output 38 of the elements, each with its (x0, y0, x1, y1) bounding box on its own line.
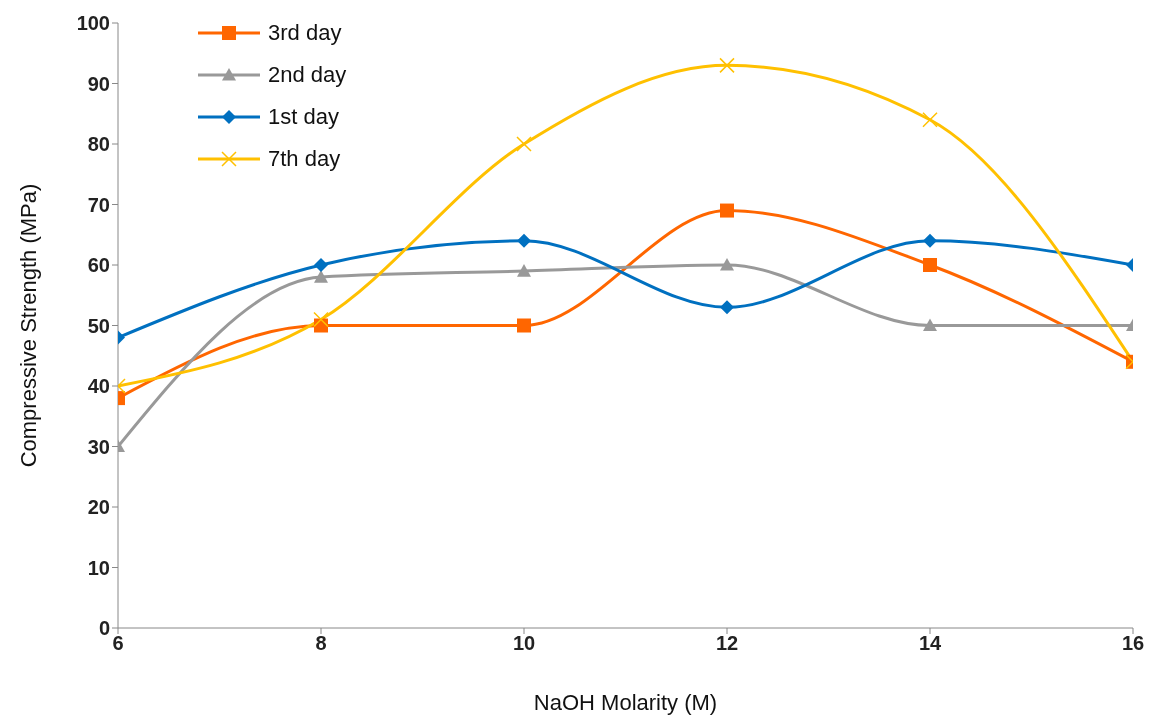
y-tick-label: 0 (98, 617, 110, 640)
x-tick-label: 14 (918, 632, 942, 655)
x-axis-title: NaOH Molarity (M) (533, 690, 718, 715)
y-tick-label: 90 (87, 72, 110, 95)
y-tick-label: 40 (87, 375, 110, 398)
point (313, 311, 329, 328)
point (923, 318, 937, 332)
point (719, 57, 735, 74)
point (720, 203, 734, 218)
point (923, 258, 937, 272)
point (720, 300, 734, 315)
point (923, 233, 937, 248)
x-tick-label: 10 (512, 632, 536, 655)
y-tick-label: 60 (87, 254, 110, 277)
y-tick-label: 50 (87, 314, 110, 337)
point (314, 270, 328, 283)
legend-label: 7th day (268, 146, 341, 172)
x-tick-label: 16 (1121, 632, 1145, 655)
y-tick-label: 100 (76, 12, 110, 35)
x-tick-label: 6 (112, 632, 124, 655)
y-axis-title: Compressive Strength (MPa) (15, 183, 41, 468)
point (517, 233, 531, 248)
point (517, 264, 531, 277)
legend-label: 1st day (268, 104, 339, 130)
point (720, 258, 734, 271)
y-tick-label: 80 (87, 133, 110, 156)
point (516, 136, 532, 152)
legend-label: 2nd day (268, 62, 347, 88)
y-tick-label: 20 (87, 496, 110, 519)
point (922, 112, 938, 128)
y-tick-label: 10 (87, 556, 110, 579)
x-tick-label: 12 (715, 632, 739, 655)
x-tick-label: 8 (315, 632, 327, 655)
y-tick-label: 70 (87, 193, 110, 216)
point (517, 318, 531, 333)
y-tick-label: 30 (87, 435, 110, 458)
point (314, 258, 328, 272)
legend-label: 3rd day (268, 20, 342, 46)
